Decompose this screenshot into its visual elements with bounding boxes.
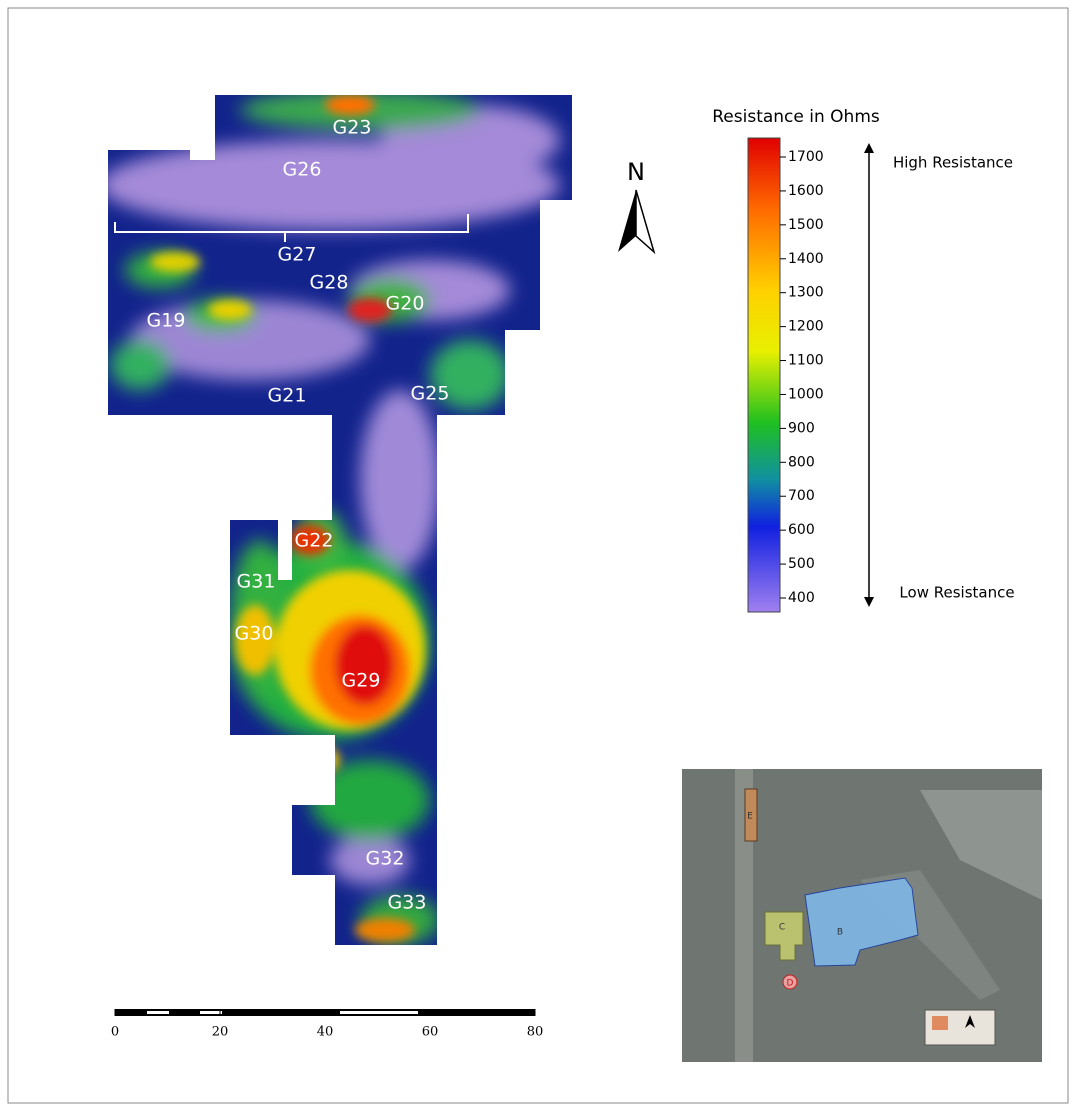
grave-label: G31 [237, 571, 276, 593]
grave-label: G19 [147, 310, 186, 332]
legend-tick-label: 1700 [788, 149, 824, 165]
grave-label: G21 [268, 385, 307, 407]
grave-label: G30 [235, 623, 274, 645]
grave-label: G28 [310, 272, 349, 294]
grave-label: G29 [342, 670, 381, 692]
figure: G24 G23 G26 G27 G28 G20 G19 G21 G25 G22 G31 G30 G29 G… [0, 0, 1075, 1106]
legend-tick-label: 900 [788, 420, 815, 436]
legend-tick-label: 1300 [788, 285, 824, 301]
inset-label: D [787, 979, 794, 989]
scale-tick-label: 40 [317, 1025, 334, 1040]
scale-tick-label: 20 [212, 1025, 229, 1040]
inset-label: E [747, 812, 753, 822]
high-label: High Resistance [893, 154, 1013, 172]
low-label: Low Resistance [899, 584, 1014, 602]
inset-map: E C B D [682, 769, 1042, 1062]
grave-label: G22 [295, 530, 334, 552]
color-ramp [748, 138, 780, 612]
legend-tick-label: 1200 [788, 319, 824, 335]
inset-label: B [837, 928, 843, 938]
grave-label: G23 [333, 117, 372, 139]
grave-label: G33 [388, 892, 427, 914]
grave-label: G20 [386, 293, 425, 315]
grave-label: G32 [366, 848, 405, 870]
inset-label: C [779, 923, 785, 933]
legend-tick-label: 700 [788, 488, 815, 504]
legend-tick-label: 600 [788, 522, 815, 538]
scale-tick-label: 0 [111, 1025, 119, 1040]
grave-label: G24 [146, 130, 185, 152]
scale-tick-label: 80 [527, 1025, 544, 1040]
legend-tick-label: 1400 [788, 251, 824, 267]
legend-tick-label: 1100 [788, 353, 824, 369]
grave-label: G25 [411, 383, 450, 405]
legend-tick-label: 500 [788, 556, 815, 572]
legend-tick-label: 400 [788, 590, 815, 606]
legend-tick-label: 1500 [788, 217, 824, 233]
grave-label: G27 [278, 244, 317, 266]
legend-tick-label: 1600 [788, 183, 824, 199]
grave-label: G26 [283, 159, 322, 181]
legend-title: Resistance in Ohms [712, 107, 880, 127]
legend-tick-label: 800 [788, 454, 815, 470]
scale-tick-label: 60 [422, 1025, 439, 1040]
legend-tick-label: 1000 [788, 386, 824, 402]
north-label: N [627, 158, 645, 186]
